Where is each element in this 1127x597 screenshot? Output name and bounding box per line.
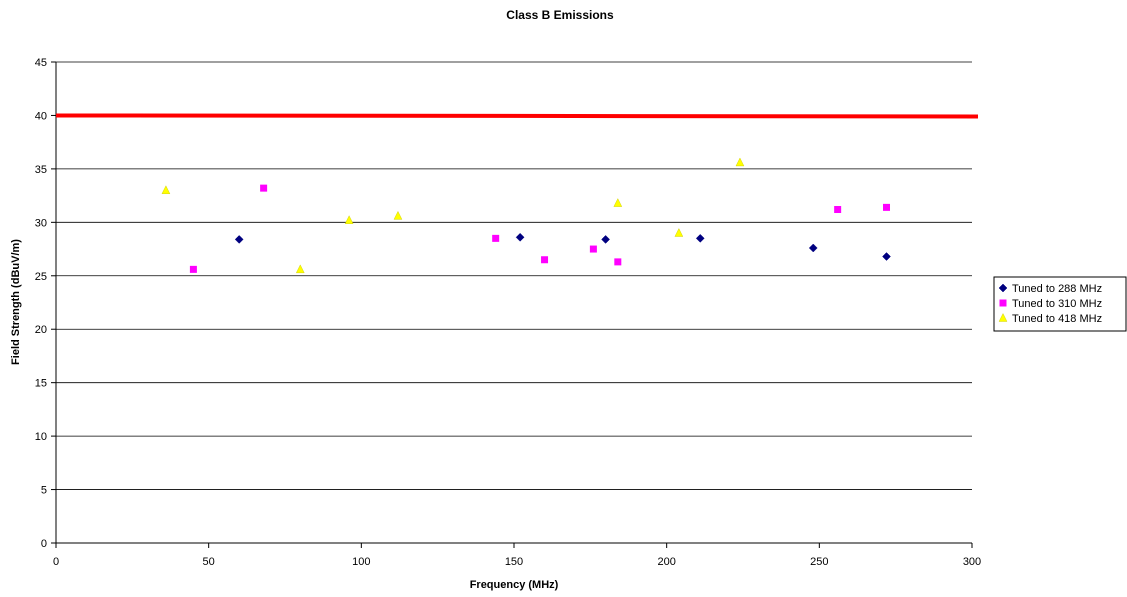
x-tick-label: 200 — [657, 556, 675, 568]
y-tick-label: 10 — [35, 431, 47, 443]
y-tick-label: 30 — [35, 217, 47, 229]
y-tick-label: 40 — [35, 110, 47, 122]
y-tick-label: 35 — [35, 164, 47, 176]
data-point-series-1 — [234, 235, 244, 244]
y-axis-title: Field Strength (dBuV/m) — [10, 239, 22, 365]
y-tick-label: 25 — [35, 271, 47, 283]
data-point-series-2 — [834, 206, 842, 214]
data-point-series-2 — [492, 234, 500, 242]
data-point-series-2 — [541, 256, 549, 264]
x-tick-label: 50 — [203, 556, 215, 568]
data-point-series-2 — [614, 258, 622, 266]
legend-label-series-3: Tuned to 418 MHz — [1012, 313, 1102, 325]
y-tick-label: 0 — [41, 538, 47, 550]
y-tick-labels: 0 5 10 15 20 25 30 35 40 45 — [35, 57, 47, 550]
data-point-series-1 — [882, 252, 891, 261]
chart-title: Class B Emissions — [506, 8, 614, 22]
x-tick-label: 0 — [53, 556, 59, 568]
legend-label-series-1: Tuned to 288 MHz — [1012, 283, 1102, 295]
data-point-series-1 — [808, 243, 818, 253]
data-point-series-1 — [695, 234, 705, 243]
data-point-series-3 — [161, 185, 171, 194]
data-point-series-2 — [189, 265, 197, 273]
y-tick-label: 5 — [41, 485, 47, 497]
x-tick-label: 250 — [810, 556, 828, 568]
data-point-series-3 — [735, 157, 745, 167]
x-tick-label: 150 — [505, 556, 523, 568]
data-point-series-1 — [601, 235, 610, 244]
legend-marker-series-3 — [998, 313, 1008, 322]
data-points — [161, 157, 891, 274]
data-point-series-3 — [295, 264, 305, 274]
axes — [55, 62, 972, 544]
legend-marker-series-2 — [999, 299, 1007, 307]
gridlines — [51, 61, 973, 548]
x-tick-label: 300 — [963, 556, 981, 568]
x-tick-labels: 0 50 100 150 200 250 300 — [53, 556, 981, 568]
x-tick-label: 100 — [352, 556, 370, 568]
data-point-series-3 — [344, 215, 354, 224]
x-axis-title: Frequency (MHz) — [470, 579, 559, 591]
legend-marker-series-1 — [998, 283, 1008, 293]
y-tick-label: 45 — [35, 57, 47, 69]
data-point-series-1 — [515, 232, 525, 242]
y-tick-label: 20 — [35, 324, 47, 336]
legend-box — [993, 276, 1127, 332]
data-point-series-2 — [589, 245, 597, 253]
limit-line-group — [55, 113, 979, 119]
data-point-series-3 — [674, 228, 684, 237]
data-point-series-3 — [393, 210, 403, 220]
data-point-series-2 — [260, 184, 268, 192]
legend-label-series-2: Tuned to 310 MHz — [1012, 298, 1102, 310]
data-point-series-2 — [883, 203, 891, 211]
y-tick-label: 15 — [35, 378, 47, 390]
legend: Tuned to 288 MHz Tuned to 310 MHz Tuned to… — [993, 276, 1127, 332]
limit-line — [55, 113, 979, 119]
data-point-series-3 — [613, 198, 623, 207]
